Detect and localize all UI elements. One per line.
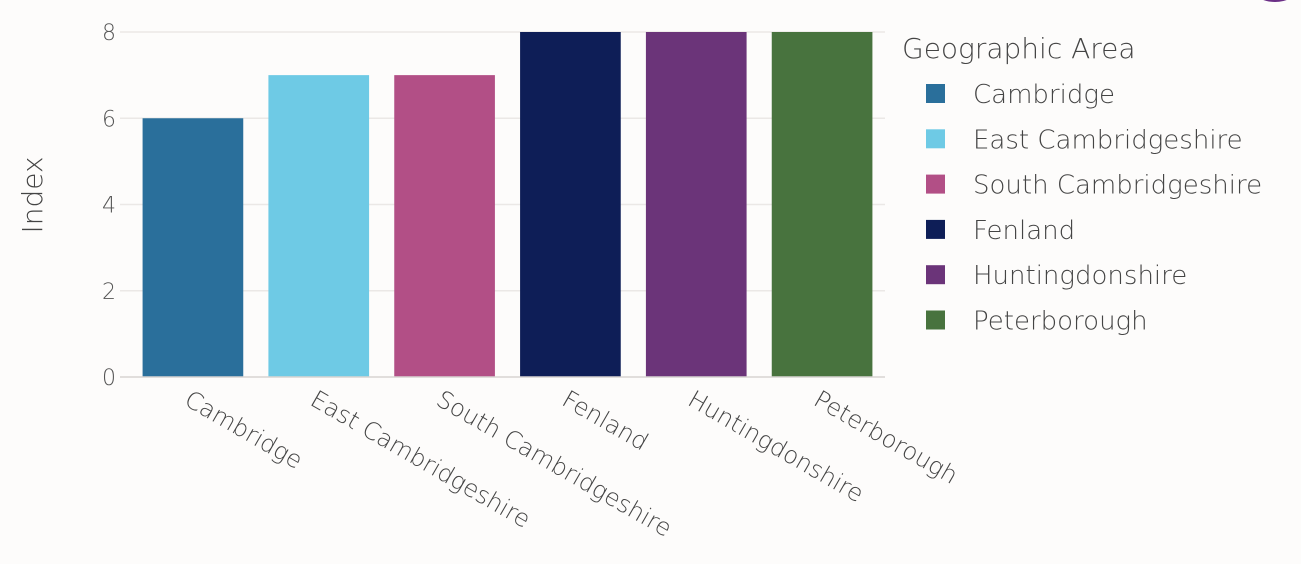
bar-cambridge[interactable]: [142, 118, 244, 377]
legend-swatch[interactable]: [926, 310, 945, 330]
y-axis-title: Index: [16, 156, 49, 233]
legend-label[interactable]: Peterborough: [973, 307, 1148, 337]
y-tick-label: 8: [102, 21, 116, 46]
y-tick-label: 4: [102, 194, 116, 219]
y-tick-label: 2: [102, 280, 116, 305]
legend-label[interactable]: East Cambridgeshire: [973, 125, 1243, 155]
legend-label[interactable]: Fenland: [973, 216, 1075, 246]
bar-south-cambridgeshire[interactable]: [394, 75, 495, 377]
gridlines: [120, 31, 885, 292]
y-axis-ticks: 0 2 4 6 8: [102, 21, 116, 391]
legend-swatch[interactable]: [926, 84, 945, 103]
y-tick-label: 6: [102, 107, 116, 132]
legend-entries: Cambridge East Cambridgeshire South Cambri…: [926, 80, 1262, 337]
bar-fenland[interactable]: [520, 32, 621, 377]
legend-swatch[interactable]: [926, 219, 945, 239]
x-tick-label: East Cambridgeshire: [306, 385, 536, 534]
y-tick-label: 0: [102, 366, 116, 391]
bar-east-cambridgeshire[interactable]: [268, 75, 370, 377]
legend-swatch[interactable]: [926, 129, 945, 149]
legend-title: Geographic Area: [902, 32, 1136, 65]
bar-huntingdonshire[interactable]: [645, 32, 747, 377]
bars: [142, 32, 873, 377]
x-tick-label: South Cambridgeshire: [432, 385, 677, 543]
x-tick-label: Cambridge: [180, 385, 307, 475]
bar-peterborough[interactable]: [771, 32, 873, 377]
legend-label[interactable]: Cambridge: [973, 80, 1115, 110]
legend-swatch[interactable]: [926, 265, 945, 285]
corner-logo-fragment: [1263, 0, 1287, 2]
legend-label[interactable]: Huntingdonshire: [973, 261, 1187, 291]
legend: Geographic Area Cambridge East Cambridges…: [902, 32, 1262, 337]
legend-swatch[interactable]: [926, 174, 945, 194]
x-tick-label: Fenland: [557, 385, 653, 456]
legend-label[interactable]: South Cambridgeshire: [973, 171, 1262, 201]
